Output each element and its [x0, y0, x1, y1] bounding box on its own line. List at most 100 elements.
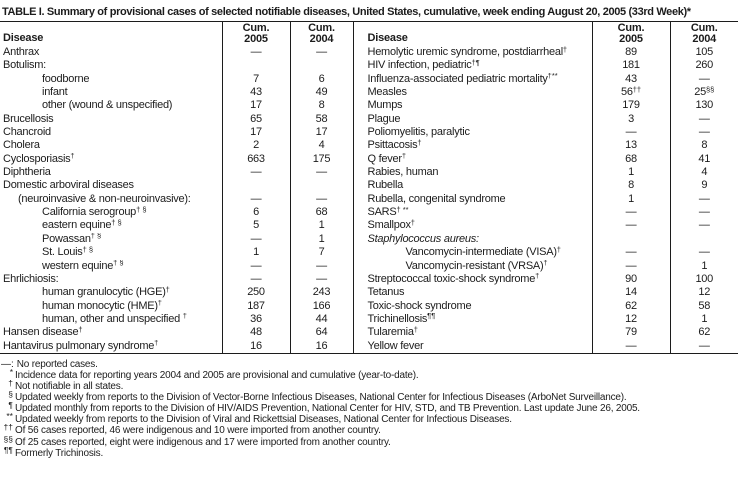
cum-2005-value: 8	[591, 179, 670, 193]
disease-label: Streptococcal toxic-shock syndrome†	[352, 272, 592, 287]
disease-label: St. Louis† §	[0, 246, 222, 259]
cum-2005-value: 68	[591, 152, 670, 167]
disease-name-text: Rubella	[367, 179, 404, 192]
cum-2005-value: —	[591, 246, 670, 260]
footnotes: —: No reported cases. * Incidence data for …	[0, 359, 738, 459]
footnote-text: Not notifiable in all states.	[15, 381, 124, 393]
cum-2004-value: —	[289, 272, 353, 287]
cum-2005-value: 250	[221, 286, 290, 300]
footnote: * Incidence data for reporting years 2004…	[1, 367, 738, 381]
cum-2004-value: —	[669, 246, 738, 260]
cum-2004-value: 16	[289, 339, 353, 354]
table-row: Hansen disease† 48 64 Tularemia† 79 62	[0, 326, 738, 340]
disease-name-text: foodborne	[42, 72, 90, 85]
cum-2004-value: 58	[289, 112, 353, 127]
cum-2005-value: 187	[221, 299, 290, 313]
disease-name-text: Trichinellosis	[367, 312, 428, 325]
cum-2004-value: 62	[669, 326, 738, 340]
cum-2005-value: 14	[591, 286, 670, 300]
cum-2004-value: 1	[669, 259, 738, 273]
disease-name-text: Hansen disease	[3, 326, 79, 339]
table-row: Cyclosporiasis† 663 175 Q fever† 68 41	[0, 152, 738, 167]
cum-2005-value: 2	[221, 139, 290, 153]
cum-2004-value: 1	[669, 312, 738, 327]
cum-2005-value: 36	[221, 312, 290, 327]
cum-2004-value: —	[669, 219, 738, 233]
cum-label: Cum.	[617, 22, 645, 34]
cum-2005-value: 1	[221, 246, 290, 260]
footnote-marker-superscript: †	[562, 46, 568, 54]
cum-2004-value: —	[669, 72, 738, 87]
cum-2005-value: 17	[221, 126, 290, 140]
disease-label: Yellow fever	[352, 339, 592, 354]
disease-label: Anthrax	[0, 46, 222, 59]
cum-2005-value: 5	[221, 219, 290, 233]
disease-name-text: Yellow fever	[367, 339, 424, 352]
disease-name-text: Toxic-shock syndrome	[367, 299, 472, 312]
table-row: Anthrax — — Hemolytic uremic syndrome, post…	[0, 46, 738, 60]
cum-2005-value: 663	[221, 152, 290, 167]
footnote-marker-superscript: ¶¶	[427, 312, 436, 321]
footnote-marker-superscript: †	[417, 139, 422, 147]
cum-2005-value: 90	[591, 272, 670, 287]
cum-2004-value: —	[289, 259, 353, 273]
disease-label: Chancroid	[0, 126, 222, 139]
cum-2005-value: 181	[591, 59, 670, 73]
disease-name-text: human, other and unspecified	[42, 312, 183, 325]
cum-2004-value: 260	[669, 59, 738, 73]
footnote-marker-superscript: †	[556, 246, 561, 254]
cum-2004-value: —	[289, 46, 353, 60]
footnote-marker-superscript: † §	[111, 219, 122, 227]
disease-label: Trichinellosis¶¶	[352, 312, 592, 327]
footnote-text: Updated monthly from reports to the Divi…	[15, 403, 640, 415]
table-row: California serogroup† § 6 68 SARS† ** — —	[0, 206, 738, 220]
disease-name-text: Rubella, congenital syndrome	[367, 192, 506, 205]
notifiable-diseases-table: Disease Cum. 2005 Cum. 2004 Disease Cum.…	[0, 21, 738, 354]
cum-2004-value: 41	[669, 152, 738, 167]
table-row: Ehrlichiosis: — — Streptococcal toxic-shock…	[0, 272, 738, 287]
disease-label: Smallpox†	[352, 219, 592, 233]
footnote-marker-superscript: †	[543, 259, 548, 267]
cum-2004-value: 4	[289, 139, 353, 153]
disease-label: (neuroinvasive & non-neuroinvasive):	[0, 193, 222, 206]
footnote: † Not notifiable in all states.	[1, 378, 738, 393]
table-row: St. Louis† § 1 7 Vancomycin-intermediate (V…	[0, 246, 738, 260]
cum-2005-value: 1	[591, 192, 670, 207]
footnote-marker-superscript: †	[401, 152, 406, 161]
cum-2005-value: —	[591, 206, 670, 220]
year-label: 2005	[244, 32, 268, 45]
disease-name-text: Tularemia	[367, 326, 415, 339]
header-cum-2005-right: Cum. 2005	[591, 21, 670, 46]
disease-label: Rubella, congenital syndrome	[352, 192, 592, 207]
disease-label: Tetanus	[352, 286, 592, 300]
cum-2004-value: 8	[669, 139, 738, 153]
table-row: Hantavirus pulmonary syndrome† 16 16 Yellow…	[0, 339, 738, 354]
table-row: Chancroid 17 17 Poliomyelitis, paralytic — —	[0, 126, 738, 140]
cum-label: Cum.	[690, 22, 718, 34]
disease-label: human monocytic (HME)†	[0, 300, 222, 313]
footnote-marker-superscript: † §	[90, 232, 102, 241]
footnote-marker-superscript: † §	[82, 246, 93, 254]
disease-label: infant	[0, 86, 222, 99]
disease-name-text: Smallpox	[367, 219, 412, 232]
disease-name-text: Anthrax	[3, 46, 40, 58]
cum-label: Cum.	[242, 22, 270, 34]
footnote-marker-superscript: †	[535, 272, 540, 281]
disease-label: Diphtheria	[0, 166, 222, 179]
footnote-marker: §§	[3, 433, 13, 444]
disease-label: Cyclosporiasis†	[0, 153, 222, 166]
disease-name-text: Hemolytic uremic syndrome, postdiarrheal	[367, 46, 564, 58]
cum-2004-value: 100	[669, 272, 738, 287]
footnote: ¶¶ Formerly Trichinosis.	[1, 445, 738, 459]
cum-2004-value: 130	[669, 99, 738, 113]
disease-name-text: infant	[42, 86, 68, 99]
disease-name-text: Hantavirus pulmonary syndrome	[3, 339, 155, 352]
table-row: Powassan† § —1 Staphylococcus aureus:	[0, 232, 738, 247]
footnote-text: No reported cases.	[16, 358, 98, 370]
disease-label: Botulism:	[0, 59, 222, 72]
header-row: Disease Cum. 2005 Cum. 2004 Disease Cum.…	[0, 21, 738, 46]
footnote-marker: **	[6, 411, 13, 422]
disease-label: Cholera	[0, 139, 222, 152]
disease-name-text: Rabies, human	[367, 166, 439, 179]
cum-2005-value: 65	[221, 112, 290, 127]
